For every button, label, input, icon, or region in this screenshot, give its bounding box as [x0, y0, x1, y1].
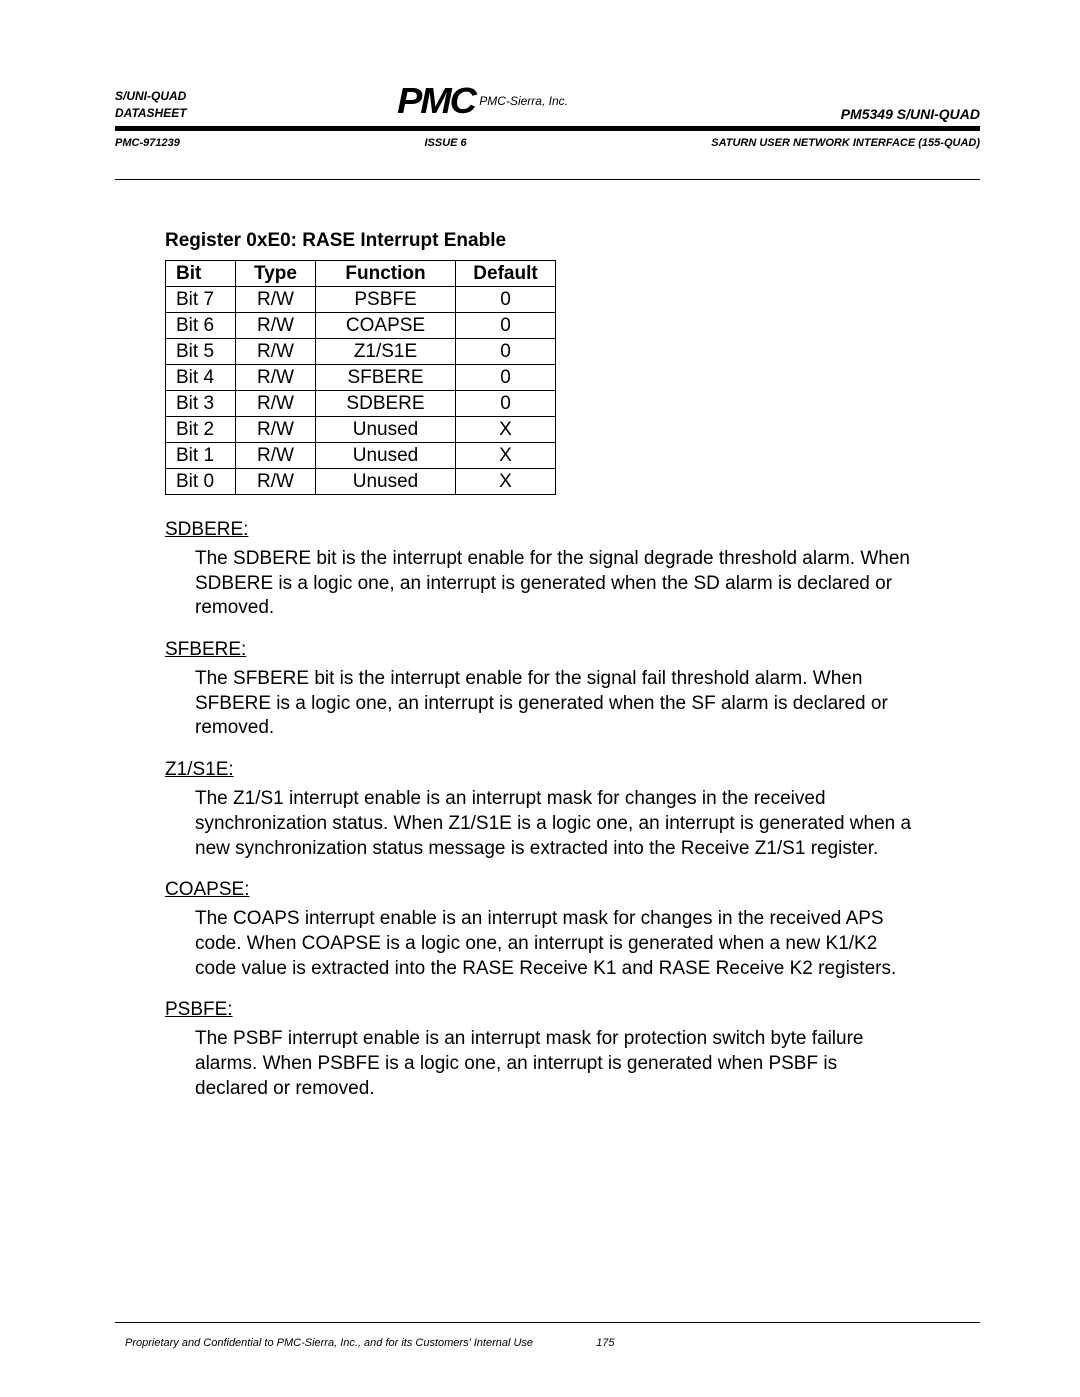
table-cell: R/W: [236, 443, 316, 469]
table-cell: Bit 7: [166, 287, 236, 313]
section-description: The PSBF interrupt enable is an interrup…: [195, 1027, 915, 1101]
section-term: PSBFE:: [165, 999, 950, 1021]
table-row: Bit 5R/WZ1/S1E0: [166, 339, 556, 365]
table-cell: Unused: [316, 417, 456, 443]
table-row: Bit 6R/WCOAPSE0: [166, 313, 556, 339]
col-type-header: Type: [236, 261, 316, 287]
doc-name: S/UNI-QUAD: [115, 88, 187, 105]
section-term: SDBERE:: [165, 519, 950, 541]
table-cell: R/W: [236, 287, 316, 313]
header-left: S/UNI-QUAD DATASHEET: [115, 88, 187, 122]
table-cell: R/W: [236, 391, 316, 417]
table-header-row: Bit Type Function Default: [166, 261, 556, 287]
section-term: Z1/S1E:: [165, 759, 950, 781]
table-cell: Bit 2: [166, 417, 236, 443]
table-cell: R/W: [236, 339, 316, 365]
table-cell: Bit 0: [166, 469, 236, 495]
page-number: 175: [596, 1337, 614, 1349]
table-cell: Bit 5: [166, 339, 236, 365]
table-cell: 0: [456, 391, 556, 417]
issue-number: ISSUE 6: [424, 137, 466, 149]
table-cell: R/W: [236, 417, 316, 443]
footer-disclaimer: Proprietary and Confidential to PMC-Sier…: [125, 1337, 533, 1349]
pmc-logo: PMC: [397, 80, 475, 122]
doc-type: DATASHEET: [115, 105, 187, 122]
table-row: Bit 3R/WSDBERE0: [166, 391, 556, 417]
page-content: Register 0xE0: RASE Interrupt Enable Bit…: [115, 180, 980, 1101]
doc-number: PMC-971239: [115, 137, 180, 149]
table-cell: Bit 3: [166, 391, 236, 417]
table-cell: Bit 4: [166, 365, 236, 391]
table-cell: 0: [456, 365, 556, 391]
company-name: PMC-Sierra, Inc.: [479, 94, 568, 108]
col-function-header: Function: [316, 261, 456, 287]
table-cell: Unused: [316, 469, 456, 495]
table-cell: 0: [456, 339, 556, 365]
section-description: The SFBERE bit is the interrupt enable f…: [195, 667, 915, 741]
header-right: PM5349 S/UNI-QUAD: [841, 106, 980, 122]
footer-text: Proprietary and Confidential to PMC-Sier…: [115, 1337, 980, 1349]
table-cell: R/W: [236, 469, 316, 495]
thick-rule: [115, 126, 980, 131]
table-row: Bit 1R/WUnusedX: [166, 443, 556, 469]
table-cell: 0: [456, 313, 556, 339]
register-table: Bit Type Function Default Bit 7R/WPSBFE0…: [165, 260, 556, 495]
table-row: Bit 7R/WPSBFE0: [166, 287, 556, 313]
footer-rule: [115, 1322, 980, 1323]
table-cell: COAPSE: [316, 313, 456, 339]
table-cell: Bit 1: [166, 443, 236, 469]
table-cell: 0: [456, 287, 556, 313]
table-row: Bit 0R/WUnusedX: [166, 469, 556, 495]
table-cell: Unused: [316, 443, 456, 469]
table-cell: SFBERE: [316, 365, 456, 391]
table-cell: R/W: [236, 313, 316, 339]
table-cell: R/W: [236, 365, 316, 391]
table-row: Bit 4R/WSFBERE0: [166, 365, 556, 391]
col-bit-header: Bit: [166, 261, 236, 287]
table-cell: PSBFE: [316, 287, 456, 313]
table-cell: X: [456, 417, 556, 443]
section-description: The Z1/S1 interrupt enable is an interru…: [195, 787, 915, 861]
table-cell: X: [456, 443, 556, 469]
header-center: PMC PMC-Sierra, Inc.: [399, 80, 568, 122]
section-description: The SDBERE bit is the interrupt enable f…: [195, 547, 915, 621]
table-cell: X: [456, 469, 556, 495]
page-footer: Proprietary and Confidential to PMC-Sier…: [115, 1322, 980, 1349]
section-term: SFBERE:: [165, 639, 950, 661]
col-default-header: Default: [456, 261, 556, 287]
table-cell: Bit 6: [166, 313, 236, 339]
product-name: SATURN USER NETWORK INTERFACE (155-QUAD): [711, 137, 980, 149]
table-cell: SDBERE: [316, 391, 456, 417]
page-subheader: PMC-971239 ISSUE 6 SATURN USER NETWORK I…: [115, 137, 980, 149]
page-header: S/UNI-QUAD DATASHEET PMC PMC-Sierra, Inc…: [115, 80, 980, 122]
section-description: The COAPS interrupt enable is an interru…: [195, 907, 915, 981]
section-term: COAPSE:: [165, 879, 950, 901]
register-title: Register 0xE0: RASE Interrupt Enable: [165, 230, 950, 252]
table-cell: Z1/S1E: [316, 339, 456, 365]
table-row: Bit 2R/WUnusedX: [166, 417, 556, 443]
